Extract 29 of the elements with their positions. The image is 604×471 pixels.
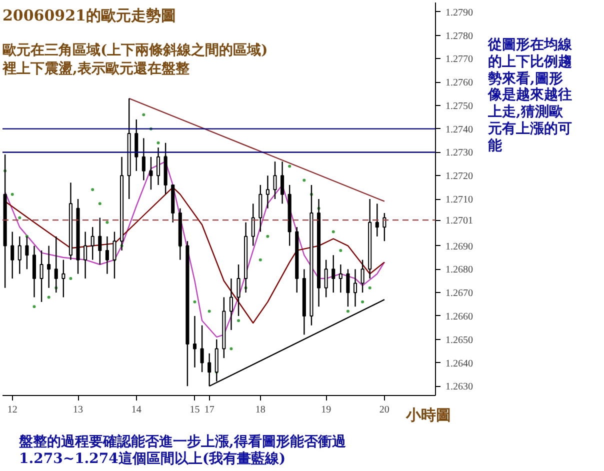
x-axis-title: 小時圖 — [406, 406, 451, 424]
y-tick-label: 1.2710 — [446, 194, 473, 206]
y-tick-label: 1.2701 — [446, 216, 473, 227]
y-tick-label: 1.2750 — [446, 100, 473, 112]
chart-title: 20060921的歐元走勢圖 — [2, 6, 176, 24]
y-tick-label: 1.2630 — [446, 382, 473, 393]
y-tick-label: 1.2690 — [446, 241, 473, 252]
y-tick-label: 1.2650 — [446, 334, 473, 346]
x-tick-label: 13 — [73, 404, 84, 416]
x-tick-label: 20 — [379, 404, 390, 416]
x-tick-label: 18 — [255, 404, 266, 416]
y-tick-label: 1.2790 — [446, 7, 473, 18]
text: 從圖形在均線的上下比例趨勢來看,圖形像是越來越往上走,猜測歐元有上漲的可能 — [488, 37, 572, 155]
x-tick-label: 15 — [190, 404, 200, 416]
x-tick-label: 14 — [131, 404, 142, 416]
y-tick-label: 1.2720 — [446, 171, 473, 182]
x-tick-label: 12 — [7, 404, 18, 416]
y-tick-label: 1.2660 — [446, 311, 473, 322]
y-tick-label: 1.2760 — [446, 78, 473, 89]
y-tick-label: 1.2670 — [446, 288, 473, 300]
y-tick-label: 1.2680 — [446, 264, 473, 276]
x-tick-label: 17 — [204, 404, 214, 416]
y-tick-label: 1.2740 — [446, 124, 473, 136]
text: 盤整的過程要確認能否進一步上漲,得看圖形能否衝過 1.273~1.274這個區間以上(我有畫藍線) — [19, 434, 346, 468]
y-tick-label: 1.2770 — [446, 54, 473, 66]
y-tick-label: 1.2640 — [446, 358, 473, 370]
y-tick-label: 1.2780 — [446, 30, 473, 42]
y-tick-label: 1.2730 — [446, 148, 473, 159]
x-tick-label: 19 — [321, 404, 332, 416]
